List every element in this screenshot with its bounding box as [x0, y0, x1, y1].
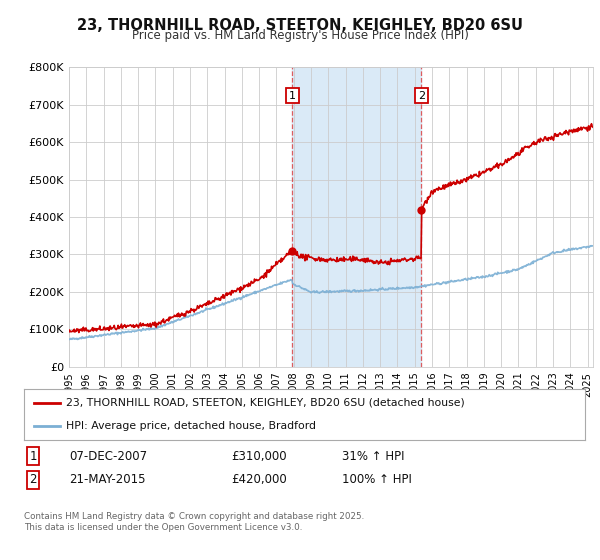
Text: 100% ↑ HPI: 100% ↑ HPI [342, 473, 412, 487]
Text: 23, THORNHILL ROAD, STEETON, KEIGHLEY, BD20 6SU: 23, THORNHILL ROAD, STEETON, KEIGHLEY, B… [77, 18, 523, 33]
Text: Contains HM Land Registry data © Crown copyright and database right 2025.
This d: Contains HM Land Registry data © Crown c… [24, 512, 364, 532]
Text: 1: 1 [29, 450, 37, 463]
Text: 23, THORNHILL ROAD, STEETON, KEIGHLEY, BD20 6SU (detached house): 23, THORNHILL ROAD, STEETON, KEIGHLEY, B… [66, 398, 465, 408]
Bar [292, 67, 421, 367]
Text: 31% ↑ HPI: 31% ↑ HPI [342, 450, 404, 463]
Text: £310,000: £310,000 [231, 450, 287, 463]
Text: 21-MAY-2015: 21-MAY-2015 [69, 473, 146, 487]
Text: 07-DEC-2007: 07-DEC-2007 [69, 450, 147, 463]
Text: 2: 2 [418, 91, 425, 101]
Text: Price paid vs. HM Land Registry's House Price Index (HPI): Price paid vs. HM Land Registry's House … [131, 29, 469, 42]
Text: 1: 1 [289, 91, 296, 101]
Text: £420,000: £420,000 [231, 473, 287, 487]
Text: 2: 2 [29, 473, 37, 487]
Text: HPI: Average price, detached house, Bradford: HPI: Average price, detached house, Brad… [66, 421, 316, 431]
